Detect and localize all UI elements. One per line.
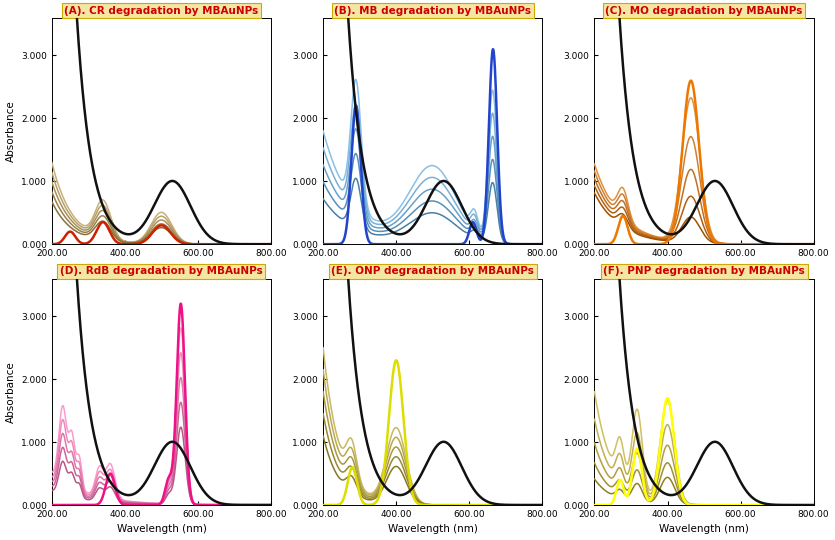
Legend: 	[265, 21, 267, 24]
Title: (D). RdB degradation by MBAuNPs: (D). RdB degradation by MBAuNPs	[60, 266, 263, 276]
Y-axis label: Absorbance: Absorbance	[6, 361, 16, 423]
X-axis label: Wavelength (nm): Wavelength (nm)	[659, 524, 749, 535]
Y-axis label: Absorbance: Absorbance	[6, 100, 16, 162]
Title: (F). PNP degradation by MBAuNPs: (F). PNP degradation by MBAuNPs	[603, 266, 805, 276]
Title: (E). ONP degradation by MBAuNPs: (E). ONP degradation by MBAuNPs	[331, 266, 534, 276]
X-axis label: Wavelength (nm): Wavelength (nm)	[117, 524, 206, 535]
Legend: 	[536, 21, 539, 24]
Title: (A). CR degradation by MBAuNPs: (A). CR degradation by MBAuNPs	[64, 5, 259, 16]
Title: (B). MB degradation by MBAuNPs: (B). MB degradation by MBAuNPs	[334, 5, 531, 16]
Legend: 	[536, 282, 539, 285]
X-axis label: Wavelength (nm): Wavelength (nm)	[387, 524, 478, 535]
Legend: 	[807, 282, 810, 285]
Legend: 	[807, 21, 810, 24]
Legend: 	[265, 282, 267, 285]
Title: (C). MO degradation by MBAuNPs: (C). MO degradation by MBAuNPs	[605, 5, 802, 16]
